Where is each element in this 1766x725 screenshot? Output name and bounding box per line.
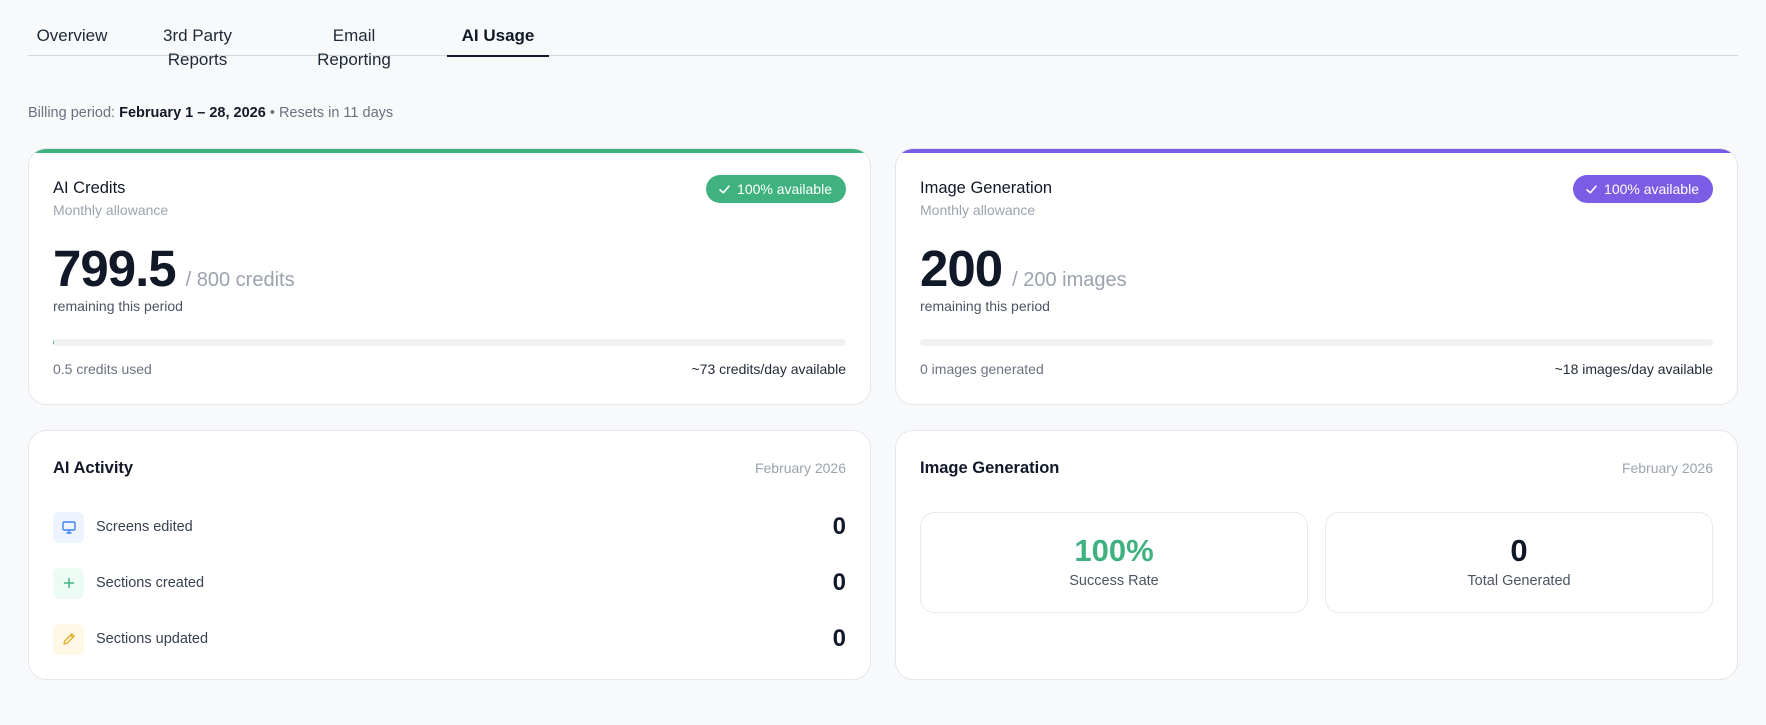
ai-credits-value: 799.5	[53, 240, 177, 297]
ai-activity-card: AI Activity February 2026 Screens edited…	[28, 430, 871, 680]
ai-activity-date: February 2026	[754, 460, 846, 476]
billing-reset: Resets in 11 days	[278, 105, 394, 121]
tab-overview[interactable]: Overview	[36, 26, 108, 45]
tab-email-reporting[interactable]: Email Reporting	[317, 26, 391, 69]
tab-bar: Overview 3rd Party Reports Email Reporti…	[28, 0, 1738, 69]
ai-credits-progress	[53, 339, 846, 346]
ai-credits-unit: / 800 credits	[185, 269, 295, 291]
total-generated-label: Total Generated	[1467, 573, 1571, 589]
pencil-icon	[53, 623, 84, 655]
image-generation-title: Image Generation	[920, 179, 1053, 197]
ai-credits-badge: 100% available	[706, 175, 846, 203]
activity-row-sections-created: Sections created 0	[53, 567, 846, 599]
billing-separator: •	[269, 105, 275, 121]
image-stats-card: Image Generation February 2026 100% Succ…	[895, 430, 1738, 680]
billing-period-dates: February 1 – 28, 2026	[119, 105, 266, 121]
image-generation-card: Image Generation Monthly allowance 100% …	[895, 148, 1738, 405]
success-rate-stat: 100% Success Rate	[920, 512, 1308, 613]
tab-ai-usage[interactable]: AI Usage	[447, 24, 549, 57]
billing-period: Billing period: February 1 – 28, 2026 • …	[28, 105, 393, 121]
ai-credits-used: 0.5 credits used	[53, 361, 152, 377]
success-rate-value: 100%	[1074, 533, 1154, 568]
success-rate-label: Success Rate	[1069, 573, 1159, 589]
image-generation-subtitle: Monthly allowance	[920, 202, 1036, 218]
activity-value: 0	[832, 569, 846, 596]
image-generation-accent-bar	[896, 149, 1737, 153]
check-icon	[1586, 184, 1597, 194]
activity-value: 0	[832, 625, 846, 652]
activity-label: Sections created	[96, 575, 205, 591]
activity-label: Screens edited	[96, 519, 193, 535]
image-generation-used: 0 images generated	[920, 361, 1044, 377]
ai-credits-card: AI Credits Monthly allowance 100% availa…	[28, 148, 871, 405]
ai-credits-subtitle: Monthly allowance	[53, 202, 169, 218]
monitor-icon	[53, 511, 84, 543]
activity-row-sections-updated: Sections updated 0	[53, 623, 846, 655]
ai-credits-accent-bar	[29, 149, 870, 153]
total-generated-value: 0	[1510, 533, 1528, 568]
image-stats-title: Image Generation	[920, 459, 1060, 477]
ai-credits-remaining-label: remaining this period	[53, 298, 183, 314]
billing-prefix: Billing period:	[28, 105, 116, 121]
plus-icon	[53, 567, 84, 599]
ai-credits-badge-label: 100% available	[737, 181, 832, 197]
image-stats-date: February 2026	[1621, 460, 1713, 476]
ai-credits-amount: 799.5 / 800 credits	[53, 239, 295, 298]
image-generation-amount: 200 / 200 images	[920, 239, 1127, 298]
ai-credits-title: AI Credits	[53, 179, 126, 197]
ai-credits-rate: ~73 credits/day available	[691, 361, 847, 377]
image-generation-remaining-label: remaining this period	[920, 298, 1050, 314]
image-generation-badge: 100% available	[1573, 175, 1713, 203]
image-generation-value: 200	[920, 240, 1003, 297]
image-generation-progress	[920, 339, 1713, 346]
image-generation-unit: / 200 images	[1012, 269, 1127, 291]
image-generation-badge-label: 100% available	[1604, 181, 1699, 197]
activity-row-screens-edited: Screens edited 0	[53, 511, 846, 543]
check-icon	[719, 184, 730, 194]
total-generated-stat: 0 Total Generated	[1325, 512, 1713, 613]
activity-value: 0	[832, 513, 846, 540]
activity-label: Sections updated	[96, 631, 209, 647]
image-generation-rate: ~18 images/day available	[1554, 361, 1713, 377]
tab-3rd-party-reports[interactable]: 3rd Party Reports	[163, 26, 232, 69]
ai-activity-title: AI Activity	[53, 459, 134, 477]
